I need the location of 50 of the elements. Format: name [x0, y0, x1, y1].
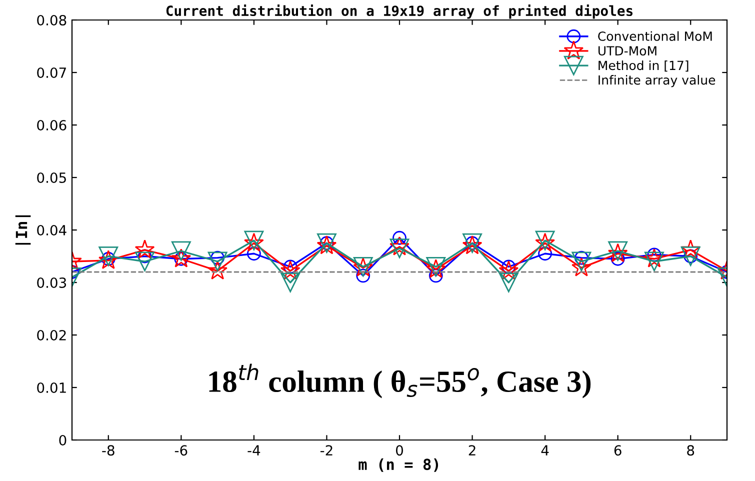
- x-tick-label: 2: [468, 445, 476, 456]
- point: [208, 252, 228, 272]
- x-tick-label: 8: [687, 445, 694, 456]
- point: [280, 272, 300, 292]
- x-tick-label: -8: [102, 445, 114, 456]
- point: [390, 236, 410, 256]
- y-tick-label: 0.01: [37, 382, 66, 393]
- legend-label: Infinite array value: [598, 75, 716, 88]
- y-tick-label: 0.05: [37, 172, 66, 183]
- y-tick-label: 0.06: [37, 120, 66, 130]
- point: [680, 246, 700, 266]
- point: [208, 260, 228, 280]
- point: [134, 240, 155, 259]
- point: [171, 248, 192, 268]
- x-tick-label: -2: [320, 445, 332, 456]
- point: [572, 252, 592, 272]
- legend-label: UTD-MoM: [598, 46, 656, 56]
- x-tick-label: 6: [614, 445, 622, 456]
- x-axis-title: m (n = 8): [358, 458, 438, 472]
- y-tick-label: 0.04: [37, 224, 66, 236]
- point: [498, 260, 519, 280]
- chart-title: Current distribution on a 19x19 array of printed dipoles: [166, 4, 633, 19]
- point: [680, 240, 701, 259]
- point: [538, 246, 552, 261]
- point: [392, 230, 406, 245]
- point: [98, 246, 118, 266]
- y-axis-title: |In|: [15, 215, 31, 245]
- annotation: 18$^{th}$ column ( θ$_{s}$=55$^{o}$, Case 3): [209, 364, 591, 398]
- x-tick-label: 0: [396, 445, 403, 456]
- legend-label: Method in [17]: [598, 60, 688, 72]
- point: [572, 257, 592, 276]
- point: [498, 272, 518, 292]
- y-tick-label: 0.08: [37, 14, 66, 26]
- y-tick-label: 0: [59, 434, 66, 446]
- y-tick-label: 0.03: [37, 277, 66, 288]
- point: [356, 268, 370, 283]
- point: [280, 260, 300, 280]
- x-tick-label: -6: [174, 445, 188, 456]
- point: [644, 248, 664, 268]
- x-tick-label: -4: [248, 445, 260, 456]
- legend-label: Conventional MoM: [598, 31, 712, 41]
- point: [135, 252, 154, 272]
- point: [247, 246, 261, 261]
- point: [171, 241, 191, 261]
- y-tick-label: 0.07: [37, 67, 66, 78]
- x-tick-label: 4: [541, 445, 549, 456]
- point: [644, 252, 664, 272]
- point: [390, 238, 410, 258]
- y-tick-label: 0.02: [37, 330, 66, 340]
- point: [98, 250, 118, 270]
